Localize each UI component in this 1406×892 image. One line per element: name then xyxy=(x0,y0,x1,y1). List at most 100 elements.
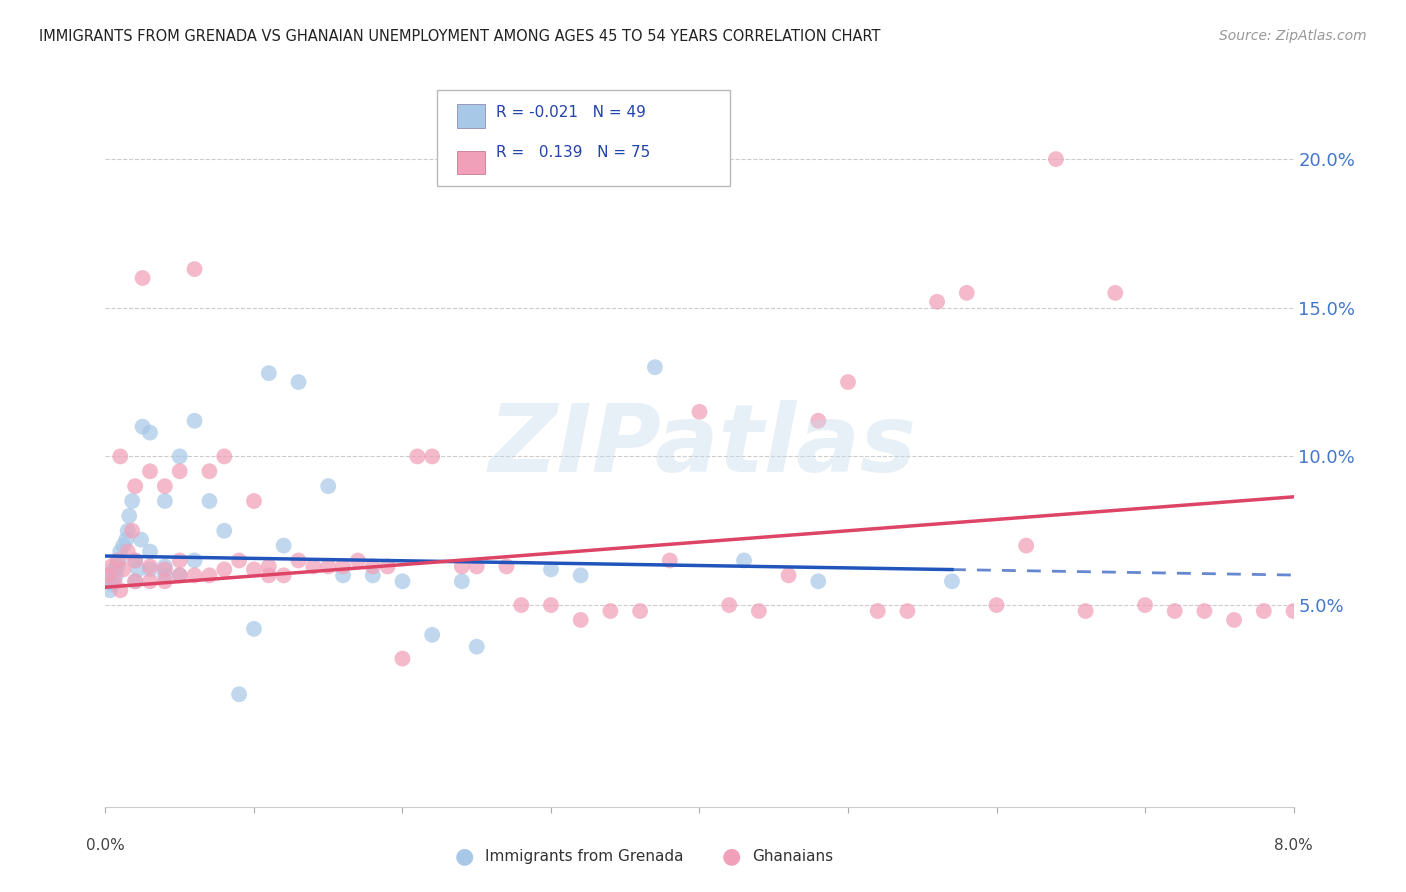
Point xyxy=(153,479,176,493)
Point xyxy=(228,687,250,701)
Point xyxy=(105,559,128,574)
Point xyxy=(183,414,205,428)
Point xyxy=(110,544,132,558)
Point xyxy=(257,559,280,574)
Text: ZIPatlas: ZIPatlas xyxy=(489,400,917,492)
Point xyxy=(302,559,325,574)
Point xyxy=(569,568,592,582)
Point xyxy=(733,553,755,567)
Point xyxy=(169,568,191,582)
Point xyxy=(866,604,889,618)
Text: 0.0%: 0.0% xyxy=(86,838,125,853)
Point xyxy=(1282,604,1305,618)
Point xyxy=(658,553,681,567)
Point xyxy=(153,574,176,589)
Point xyxy=(1253,604,1275,618)
Point xyxy=(406,450,429,464)
Point xyxy=(927,294,949,309)
Point xyxy=(169,450,191,464)
Point xyxy=(540,562,562,576)
Point xyxy=(127,562,149,576)
Point xyxy=(214,524,236,538)
Point xyxy=(139,425,162,440)
Point xyxy=(986,598,1008,612)
Point xyxy=(644,360,666,375)
Point xyxy=(131,419,153,434)
Point xyxy=(450,574,472,589)
Point xyxy=(569,613,592,627)
Point xyxy=(115,533,138,547)
Text: Ghanaians: Ghanaians xyxy=(752,849,834,863)
Text: R =   0.139   N = 75: R = 0.139 N = 75 xyxy=(496,145,651,161)
Point xyxy=(153,494,176,508)
Point xyxy=(124,553,146,567)
Point xyxy=(103,574,125,589)
Text: ●: ● xyxy=(721,847,741,866)
Point xyxy=(131,271,153,285)
Point xyxy=(153,559,176,574)
Point xyxy=(121,524,143,538)
Point xyxy=(1015,539,1038,553)
Point xyxy=(112,562,135,576)
Point xyxy=(1074,604,1097,618)
Point xyxy=(778,568,800,582)
Point xyxy=(104,568,127,582)
Point xyxy=(214,562,236,576)
Point xyxy=(97,568,120,582)
Point xyxy=(243,562,266,576)
Point xyxy=(139,574,162,589)
Point xyxy=(117,544,139,558)
Point xyxy=(105,553,128,567)
Point xyxy=(101,577,124,591)
Point xyxy=(169,568,191,582)
Point xyxy=(599,604,621,618)
Point xyxy=(98,583,121,598)
Point xyxy=(121,494,143,508)
Text: Immigrants from Grenada: Immigrants from Grenada xyxy=(485,849,683,863)
Point xyxy=(391,574,413,589)
Point xyxy=(243,494,266,508)
Point xyxy=(391,651,413,665)
Point xyxy=(332,568,354,582)
Point xyxy=(110,583,132,598)
Point xyxy=(118,508,141,523)
Point xyxy=(332,559,354,574)
Point xyxy=(1164,604,1187,618)
Point xyxy=(183,553,205,567)
Point xyxy=(100,574,122,589)
Point xyxy=(316,559,339,574)
Point xyxy=(124,574,146,589)
Point xyxy=(1312,642,1334,657)
Point xyxy=(956,285,979,300)
Point xyxy=(420,628,443,642)
Text: ●: ● xyxy=(454,847,474,866)
Point xyxy=(837,375,859,389)
Text: IMMIGRANTS FROM GRENADA VS GHANAIAN UNEMPLOYMENT AMONG AGES 45 TO 54 YEARS CORRE: IMMIGRANTS FROM GRENADA VS GHANAIAN UNEM… xyxy=(39,29,882,44)
Point xyxy=(896,604,918,618)
Point xyxy=(748,604,770,618)
Point xyxy=(139,544,162,558)
Point xyxy=(124,574,146,589)
Point xyxy=(112,539,135,553)
Point xyxy=(287,375,309,389)
Point xyxy=(198,494,221,508)
Point xyxy=(198,568,221,582)
Point xyxy=(214,450,236,464)
Point xyxy=(465,640,488,654)
Point xyxy=(510,598,533,612)
Point xyxy=(347,553,370,567)
Point xyxy=(97,568,120,582)
Point xyxy=(139,464,162,478)
Point xyxy=(377,559,399,574)
Point xyxy=(420,450,443,464)
Point xyxy=(316,479,339,493)
Point xyxy=(689,405,711,419)
Point xyxy=(153,562,176,576)
Point xyxy=(183,262,205,277)
Point xyxy=(807,574,830,589)
Point xyxy=(110,450,132,464)
Point xyxy=(1104,285,1126,300)
Point xyxy=(153,568,176,582)
Point xyxy=(941,574,963,589)
Point xyxy=(108,553,131,567)
